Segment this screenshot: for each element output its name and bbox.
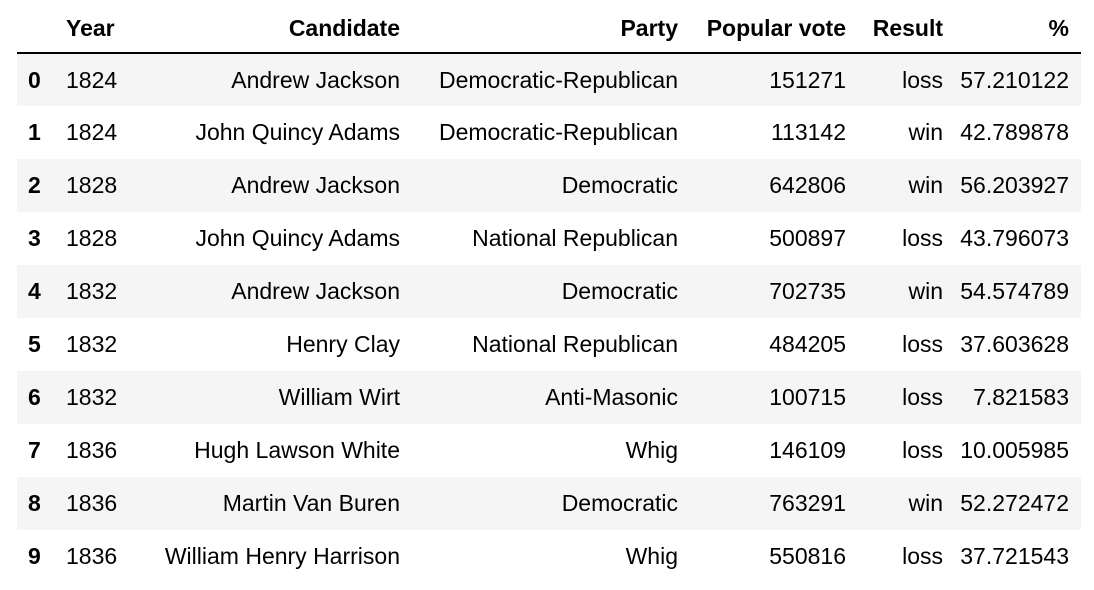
cell-year: 1836 — [66, 490, 118, 516]
cell-percent: 54.574789 — [960, 278, 1069, 304]
cell-percent: 37.721543 — [960, 543, 1069, 569]
cell-party: Whig — [625, 437, 678, 463]
cell-percent: 42.789878 — [960, 119, 1069, 145]
cell-popular-vote: 763291 — [769, 490, 846, 516]
row-index: 0 — [28, 66, 41, 93]
row-index: 7 — [28, 437, 41, 463]
column-header-party: Party — [412, 4, 690, 54]
cell-popular-vote: 500897 — [769, 225, 846, 251]
cell-popular-vote: 113142 — [770, 119, 846, 145]
cell-popular-vote: 100715 — [769, 384, 846, 410]
column-header-popular-vote: Popular vote — [690, 4, 858, 54]
cell-popular-vote: 550816 — [769, 543, 846, 569]
table-row: 2 1828 Andrew Jackson Democratic 642806 win 56… — [17, 159, 1081, 212]
cell-percent: 57.210122 — [960, 66, 1069, 93]
cell-percent: 10.005985 — [960, 437, 1069, 463]
cell-popular-vote: 151271 — [769, 66, 846, 93]
table-header: Year Candidate Party Popular vote Result… — [17, 4, 1081, 54]
cell-percent: 56.203927 — [960, 172, 1069, 198]
cell-candidate: Henry Clay — [286, 331, 400, 357]
cell-year: 1828 — [66, 172, 118, 198]
cell-party: Democratic — [561, 172, 678, 198]
cell-year: 1832 — [66, 384, 118, 410]
cell-party: National Republican — [472, 225, 678, 251]
cell-year: 1832 — [66, 331, 118, 357]
cell-party: Democratic — [561, 490, 678, 516]
cell-candidate: William Wirt — [278, 384, 400, 410]
cell-popular-vote: 484205 — [769, 331, 846, 357]
table-row: 8 1836 Martin Van Buren Democratic 763291 win… — [17, 477, 1081, 530]
cell-year: 1824 — [66, 66, 118, 93]
cell-popular-vote: 642806 — [769, 172, 846, 198]
cell-candidate: Andrew Jackson — [231, 172, 400, 198]
cell-party: Whig — [625, 543, 678, 569]
table-row: 7 1836 Hugh Lawson White Whig 146109 loss 10.0… — [17, 424, 1081, 477]
table-row: 6 1832 William Wirt Anti-Masonic 100715 loss 7… — [17, 371, 1081, 424]
cell-popular-vote: 146109 — [769, 437, 846, 463]
cell-result: loss — [902, 225, 943, 251]
cell-party: Democratic-Republican — [438, 119, 678, 145]
row-index: 3 — [28, 225, 41, 251]
row-index: 6 — [28, 384, 41, 410]
cell-candidate: Martin Van Buren — [222, 490, 400, 516]
table-row: 3 1828 John Quincy Adams National Republica… — [17, 212, 1081, 265]
row-index: 8 — [28, 490, 41, 516]
cell-party: Democratic-Republican — [438, 66, 678, 93]
cell-percent: 43.796073 — [960, 225, 1069, 251]
cell-year: 1836 — [66, 543, 118, 569]
row-index: 4 — [28, 278, 41, 304]
cell-year: 1824 — [66, 119, 118, 145]
column-header-candidate: Candidate — [132, 4, 412, 54]
cell-result: win — [908, 119, 943, 145]
table-body: 0 1824 Andrew Jackson Democratic-Republican… — [17, 53, 1081, 583]
row-index: 2 — [28, 172, 41, 198]
dataframe-output: Year Candidate Party Popular vote Result… — [17, 4, 1081, 583]
cell-year: 1828 — [66, 225, 118, 251]
row-index: 9 — [28, 543, 41, 569]
cell-result: loss — [902, 437, 943, 463]
cell-candidate: Andrew Jackson — [231, 66, 400, 93]
cell-candidate: William Henry Harrison — [164, 543, 400, 569]
row-index: 5 — [28, 331, 41, 357]
elections-table: Year Candidate Party Popular vote Result… — [17, 4, 1081, 583]
cell-party: Democratic — [561, 278, 678, 304]
cell-result: loss — [902, 384, 943, 410]
cell-result: win — [908, 172, 943, 198]
cell-result: win — [908, 278, 943, 304]
cell-result: loss — [902, 331, 943, 357]
cell-candidate: John Quincy Adams — [195, 119, 400, 145]
cell-percent: 52.272472 — [960, 490, 1069, 516]
table-row: 0 1824 Andrew Jackson Democratic-Republican… — [17, 53, 1081, 106]
table-row: 5 1832 Henry Clay National Republican 484205… — [17, 318, 1081, 371]
column-header-result: Result — [858, 4, 955, 54]
cell-year: 1832 — [66, 278, 118, 304]
table-row: 9 1836 William Henry Harrison Whig 550816 los… — [17, 530, 1081, 583]
cell-candidate: Andrew Jackson — [231, 278, 400, 304]
cell-result: win — [908, 490, 943, 516]
cell-percent: 7.821583 — [973, 384, 1069, 410]
column-header-percent: % — [955, 4, 1081, 54]
cell-popular-vote: 702735 — [769, 278, 846, 304]
cell-result: loss — [902, 66, 943, 93]
cell-year: 1836 — [66, 437, 118, 463]
cell-percent: 37.603628 — [960, 331, 1069, 357]
cell-party: Anti-Masonic — [545, 384, 678, 410]
header-row: Year Candidate Party Popular vote Result… — [17, 4, 1081, 54]
column-header-year: Year — [54, 4, 132, 54]
table-row: 4 1832 Andrew Jackson Democratic 702735 win 54… — [17, 265, 1081, 318]
index-column-header — [17, 4, 54, 54]
row-index: 1 — [28, 119, 41, 145]
cell-result: loss — [902, 543, 943, 569]
cell-candidate: Hugh Lawson White — [194, 437, 400, 463]
cell-party: National Republican — [472, 331, 678, 357]
cell-candidate: John Quincy Adams — [195, 225, 400, 251]
table-row: 1 1824 John Quincy Adams Democratic-Republi… — [17, 106, 1081, 159]
